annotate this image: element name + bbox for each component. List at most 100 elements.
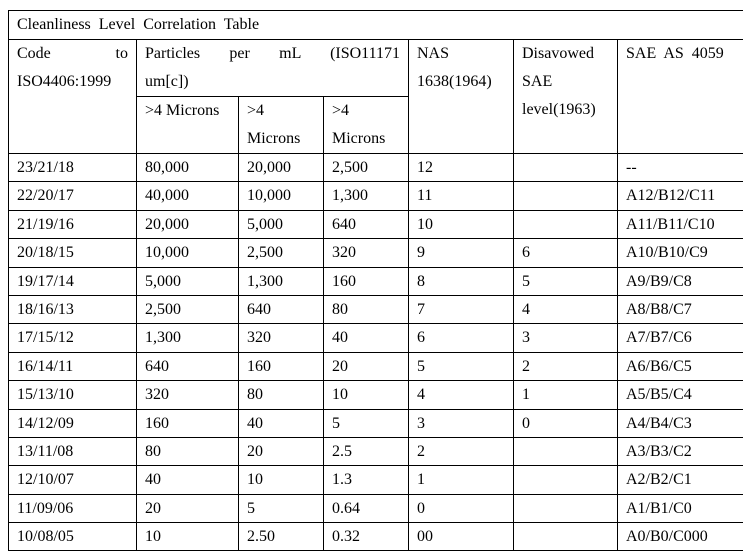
cell-particles-b: 5,000 — [238, 209, 324, 240]
cell-particles-a: 20 — [136, 493, 239, 524]
cell-particles-a: 10,000 — [136, 238, 239, 268]
table-row: 14/12/09 160 40 5 3 0 A4/B4/C3 — [8, 408, 743, 438]
cell-nas-class: 9 — [408, 238, 514, 268]
cell-iso-code: 21/19/16 — [8, 209, 137, 240]
cell-particles-a: 2,500 — [136, 294, 239, 325]
cell-sae-as4059: A5/B5/C4 — [616, 380, 743, 410]
cell-particles-c: 2,500 — [323, 152, 409, 183]
cell-nas-class: 0 — [408, 493, 514, 524]
cell-iso-code: 14/12/09 — [8, 408, 137, 438]
cell-sae-as4059: A7/B7/C6 — [616, 323, 743, 353]
cell-sae-as4059: A9/B9/C8 — [616, 266, 743, 296]
table-row: 20/18/15 10,000 2,500 320 9 6 A10/B10/C9 — [8, 238, 743, 268]
cell-particles-a: 160 — [136, 408, 239, 438]
cell-nas-class: 5 — [408, 351, 514, 382]
table-row: 13/11/08 80 20 2.5 2 A3/B3/C2 — [8, 436, 743, 467]
subheader-microns: >4 Microns — [323, 96, 409, 154]
cell-sae-level — [513, 465, 618, 495]
cell-particles-b: 2.50 — [238, 522, 324, 552]
cell-iso-code: 13/11/08 — [8, 436, 137, 467]
header-particles-line2: um[c]) — [145, 73, 189, 90]
cell-iso-code: 17/15/12 — [8, 323, 137, 353]
cell-iso-code: 20/18/15 — [8, 238, 137, 268]
cell-particles-c: 5 — [323, 408, 409, 438]
subheader-microns: >4 Microns — [238, 96, 324, 154]
cell-particles-c: 40 — [323, 323, 409, 353]
cell-nas-class: 8 — [408, 266, 514, 296]
cell-nas-class: 2 — [408, 436, 514, 467]
cell-sae-level: 1 — [513, 380, 618, 410]
cell-sae-as4059: A3/B3/C2 — [616, 436, 743, 467]
cell-sae-level — [513, 152, 618, 183]
cell-nas-class: 11 — [408, 181, 514, 211]
cell-sae-as4059: -- — [616, 152, 743, 183]
cell-sae-level: 2 — [513, 351, 618, 382]
cell-particles-b: 640 — [238, 294, 324, 325]
header-particles-line1: Particles per mL (ISO11171 — [145, 45, 400, 62]
cell-iso-code: 12/10/07 — [8, 465, 137, 495]
cell-particles-c: 80 — [323, 294, 409, 325]
cell-nas-class: 7 — [408, 294, 514, 325]
cell-sae-level — [513, 181, 618, 211]
cell-particles-c: 320 — [323, 238, 409, 268]
cell-iso-code: 22/20/17 — [8, 181, 137, 211]
cell-iso-code: 15/13/10 — [8, 380, 137, 410]
cleanliness-correlation-table: Cleanliness Level Correlation Table Code… — [7, 10, 743, 552]
table-row: 10/08/05 10 2.50 0.32 00 A0/B0/C000 — [8, 522, 743, 552]
cell-particles-b: 2,500 — [238, 238, 324, 268]
table-row: 22/20/17 40,000 10,000 1,300 11 A12/B12/C11 — [8, 181, 743, 211]
cell-sae-as4059: A11/B11/C10 — [616, 209, 743, 240]
table-row: 18/16/13 2,500 640 80 7 4 A8/B8/C7 — [8, 294, 743, 325]
cell-iso-code: 10/08/05 — [8, 522, 137, 552]
header-disavowed: Disavowed SAE level(1963) — [513, 39, 618, 154]
cell-nas-class: 3 — [408, 408, 514, 438]
cell-sae-level: 0 — [513, 408, 618, 438]
cell-nas-class: 1 — [408, 465, 514, 495]
subheader-microns: >4 Microns — [136, 96, 239, 154]
cell-particles-b: 10 — [238, 465, 324, 495]
cell-particles-a: 20,000 — [136, 209, 239, 240]
cell-particles-b: 320 — [238, 323, 324, 353]
cell-particles-c: 640 — [323, 209, 409, 240]
cell-sae-level: 4 — [513, 294, 618, 325]
cell-nas-class: 00 — [408, 522, 514, 552]
cell-particles-b: 20,000 — [238, 152, 324, 183]
cell-sae-as4059: A0/B0/C000 — [616, 522, 743, 552]
cell-iso-code: 18/16/13 — [8, 294, 137, 325]
cell-particles-b: 20 — [238, 436, 324, 467]
cell-particles-b: 40 — [238, 408, 324, 438]
header-particles: Particles per mL (ISO11171 um[c]) — [136, 39, 409, 97]
cell-particles-b: 1,300 — [238, 266, 324, 296]
cell-sae-as4059: A6/B6/C5 — [616, 351, 743, 382]
table-title: Cleanliness Level Correlation Table — [7, 10, 743, 40]
cell-particles-c: 0.64 — [323, 493, 409, 524]
cell-nas-class: 10 — [408, 209, 514, 240]
cell-sae-level: 6 — [513, 238, 618, 268]
cell-sae-level — [513, 209, 618, 240]
header-sae: SAE AS 4059 — [616, 39, 743, 154]
cell-iso-code: 11/09/06 — [8, 493, 137, 524]
table-row: 19/17/14 5,000 1,300 160 8 5 A9/B9/C8 — [8, 266, 743, 296]
cell-particles-c: 20 — [323, 351, 409, 382]
cell-sae-as4059: A1/B1/C0 — [616, 493, 743, 524]
cell-particles-c: 160 — [323, 266, 409, 296]
cell-particles-a: 1,300 — [136, 323, 239, 353]
cell-particles-a: 640 — [136, 351, 239, 382]
cell-particles-b: 160 — [238, 351, 324, 382]
header-nas: NAS 1638(1964) — [408, 39, 514, 154]
header-code-text: Code — [17, 45, 51, 62]
cell-sae-as4059: A2/B2/C1 — [616, 465, 743, 495]
cell-sae-as4059: A8/B8/C7 — [616, 294, 743, 325]
cell-sae-level: 3 — [513, 323, 618, 353]
cell-particles-b: 80 — [238, 380, 324, 410]
table-row: 16/14/11 640 160 20 5 2 A6/B6/C5 — [8, 351, 743, 382]
cell-sae-level — [513, 493, 618, 524]
cell-particles-c: 10 — [323, 380, 409, 410]
cell-iso-code: 23/21/18 — [8, 152, 137, 183]
cell-particles-a: 320 — [136, 380, 239, 410]
cell-particles-c: 1.3 — [323, 465, 409, 495]
table-row: 12/10/07 40 10 1.3 1 A2/B2/C1 — [8, 465, 743, 495]
table-row: 15/13/10 320 80 10 4 1 A5/B5/C4 — [8, 380, 743, 410]
cell-sae-as4059: A4/B4/C3 — [616, 408, 743, 438]
cell-particles-a: 80 — [136, 436, 239, 467]
